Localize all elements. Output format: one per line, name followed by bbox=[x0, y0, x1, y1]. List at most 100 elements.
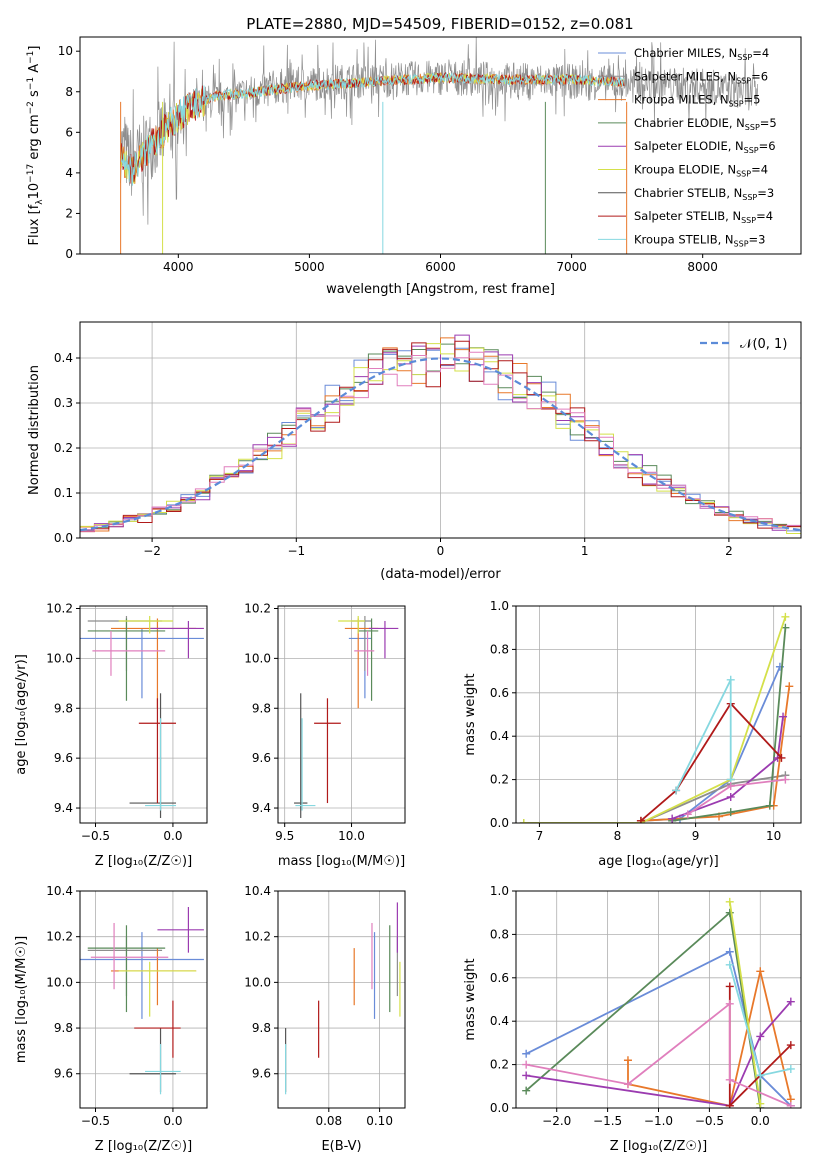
y-tick-label: 0.2 bbox=[490, 773, 509, 787]
x-tick-label: 0.0 bbox=[163, 1114, 182, 1128]
weight-marker bbox=[765, 801, 774, 810]
weight-marker bbox=[725, 947, 734, 956]
y-tick-label: 10.4 bbox=[46, 884, 73, 898]
y-tick-label: 0.0 bbox=[490, 816, 509, 830]
x-tick-label: −1.0 bbox=[644, 1114, 673, 1128]
weight-marker bbox=[636, 816, 645, 823]
y-tick-label: 0.2 bbox=[54, 441, 73, 455]
y-tick-label: 0.6 bbox=[490, 686, 509, 700]
x-tick-label: 8000 bbox=[687, 260, 718, 274]
plot-area bbox=[80, 322, 801, 538]
legend-entry: Kroupa ELODIE, NSSP=4 bbox=[634, 163, 768, 179]
y-tick-label: 9.8 bbox=[252, 701, 271, 715]
weight-series bbox=[640, 702, 783, 822]
weight-series bbox=[640, 686, 791, 822]
weight-series bbox=[525, 910, 762, 1108]
plot-area bbox=[516, 891, 801, 1108]
weight-marker bbox=[756, 1099, 765, 1108]
weight-marker bbox=[779, 712, 788, 721]
weight-marker bbox=[726, 792, 735, 801]
axes-frame bbox=[515, 605, 802, 824]
y-tick-label: 1.0 bbox=[490, 884, 509, 898]
x-tick-label: −1 bbox=[287, 544, 305, 558]
y-tick-label: 9.6 bbox=[54, 751, 73, 765]
x-tick-label: 7 bbox=[536, 829, 544, 843]
x-axis-label: wavelength [Angstrom, rest frame] bbox=[326, 282, 555, 297]
x-tick-label: 10 bbox=[766, 829, 781, 843]
residual-histogram bbox=[80, 351, 801, 534]
weight-series bbox=[640, 666, 781, 822]
weight-marker bbox=[756, 1032, 765, 1041]
y-tick-label: 0.8 bbox=[490, 642, 509, 656]
y-axis-label: mass [log₁₀(M/M☉)] bbox=[14, 936, 29, 1063]
x-tick-label: −0.5 bbox=[81, 1114, 110, 1128]
panel-weight-vs-Z: −2.0 −1.5 −1.0 −0.5 0.0 0.0 0.2 0.4 0.6 0.8 1.0 Z [… bbox=[463, 884, 802, 1154]
x-axis-label: mass [log₁₀(M/M☉)] bbox=[278, 854, 405, 869]
legend-entry: Salpeter STELIB, NSSP=4 bbox=[634, 209, 773, 225]
weight-series bbox=[671, 716, 784, 820]
legend-entry: Kroupa STELIB, NSSP=3 bbox=[634, 232, 765, 248]
weight-marker bbox=[725, 960, 734, 969]
y-tick-label: 10.0 bbox=[46, 975, 73, 989]
weight-marker bbox=[623, 1080, 632, 1089]
y-tick-label: 10.0 bbox=[244, 651, 271, 665]
weight-marker bbox=[781, 775, 790, 784]
weight-marker bbox=[786, 1101, 795, 1108]
weight-series bbox=[675, 679, 732, 791]
weight-marker bbox=[683, 810, 692, 819]
x-tick-label: −2 bbox=[143, 544, 161, 558]
weight-marker bbox=[777, 753, 786, 762]
weight-marker bbox=[725, 897, 734, 906]
weight-marker bbox=[786, 1064, 795, 1073]
y-tick-label: 0.4 bbox=[490, 729, 509, 743]
x-tick-label: −2.0 bbox=[542, 1114, 571, 1128]
axes-frame bbox=[515, 890, 802, 1109]
model-spectrum bbox=[120, 71, 624, 186]
legend-entry: Chabrier MILES, NSSP=4 bbox=[634, 46, 769, 62]
x-axis-label: age [log₁₀(age/yr)] bbox=[598, 854, 719, 869]
legend-entry: 𝒩(0, 1) bbox=[740, 337, 787, 352]
weight-marker bbox=[726, 782, 735, 791]
legend-entry: Kroupa MILES, NSSP=5 bbox=[634, 93, 760, 109]
weight-marker bbox=[756, 1071, 765, 1080]
x-tick-label: 8 bbox=[614, 829, 622, 843]
y-tick-label: 0.0 bbox=[490, 1101, 509, 1115]
legend-entry: Salpeter ELODIE, NSSP=6 bbox=[634, 139, 776, 155]
weight-marker bbox=[522, 1071, 531, 1080]
y-tick-label: 10.2 bbox=[244, 930, 271, 944]
panel-mass-vs-Z: −0.5 0.0 9.6 9.8 10.0 10.2 10.4 Z [log₁₀(Z/Z☉)]… bbox=[14, 884, 208, 1154]
y-tick-label: 9.8 bbox=[54, 1021, 73, 1035]
y-tick-label: 9.8 bbox=[54, 701, 73, 715]
axes-frame bbox=[79, 321, 802, 539]
weight-marker bbox=[725, 1075, 734, 1084]
y-tick-label: 6 bbox=[65, 125, 73, 139]
y-tick-label: 9.4 bbox=[54, 801, 73, 815]
weight-marker bbox=[668, 814, 677, 823]
y-axis-label: Normed distribution bbox=[27, 365, 42, 495]
x-axis-label: E(B-V) bbox=[321, 1139, 361, 1154]
legend-entry: Salpeter MILES, NSSP=6 bbox=[634, 69, 768, 85]
y-tick-label: 0.6 bbox=[490, 971, 509, 985]
x-tick-label: 0 bbox=[437, 544, 445, 558]
x-tick-label: −0.5 bbox=[695, 1114, 724, 1128]
y-tick-label: 10.4 bbox=[244, 884, 271, 898]
weight-marker bbox=[725, 982, 734, 991]
weight-marker bbox=[725, 999, 734, 1008]
x-tick-label: −1.5 bbox=[593, 1114, 622, 1128]
weight-marker bbox=[522, 1049, 531, 1058]
y-tick-label: 9.8 bbox=[252, 1021, 271, 1035]
y-tick-label: 0 bbox=[65, 247, 73, 261]
y-axis-label: Flux [fλ10−17 erg cm−2 s−1 A−1] bbox=[26, 46, 45, 246]
axes-frame bbox=[277, 890, 406, 1109]
y-tick-label: 0.4 bbox=[490, 1014, 509, 1028]
y-tick-label: 0.4 bbox=[54, 351, 73, 365]
x-tick-label: 0.0 bbox=[751, 1114, 770, 1128]
weight-marker bbox=[519, 819, 528, 823]
y-axis-label: mass weight bbox=[463, 958, 478, 1040]
weight-marker bbox=[725, 1101, 734, 1108]
y-tick-label: 0.3 bbox=[54, 396, 73, 410]
weight-marker bbox=[786, 997, 795, 1006]
panel-residuals: −2 −1 0 1 2 0.0 0.1 0.2 0.3 0.4 𝒩(0, 1) (data-model… bbox=[27, 321, 802, 582]
x-axis-label: (data-model)/error bbox=[380, 567, 501, 582]
